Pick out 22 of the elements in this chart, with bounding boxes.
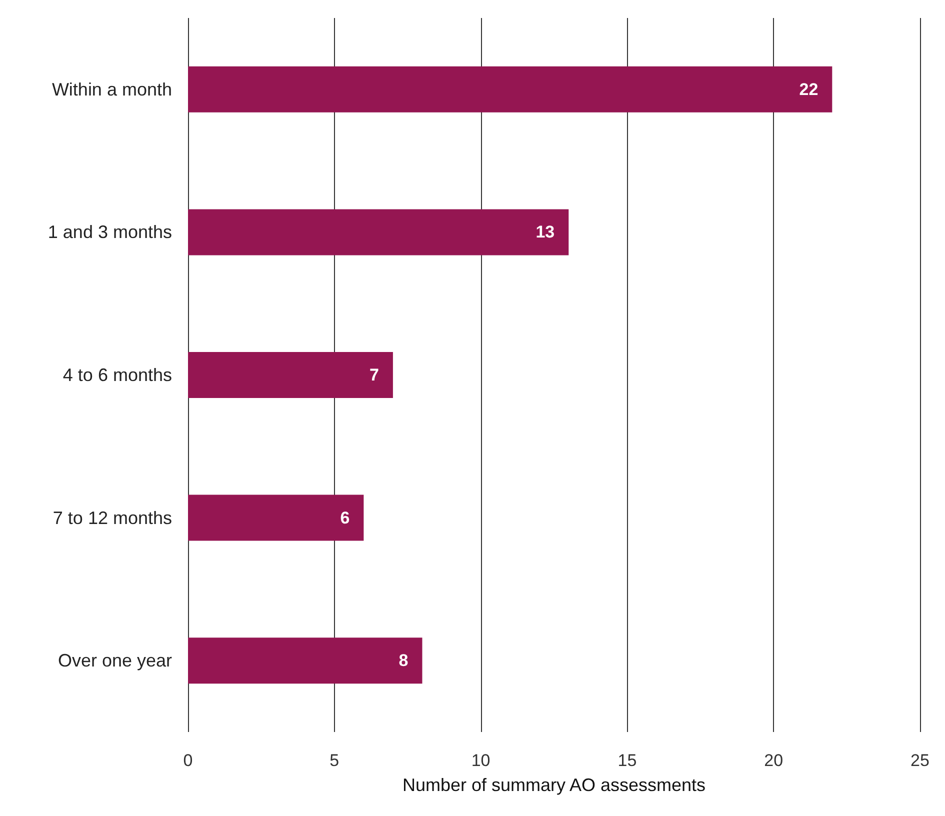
x-tick-label: 5 — [330, 751, 340, 770]
y-tick-label: 1 and 3 months — [48, 222, 172, 242]
data-label: 6 — [340, 508, 350, 528]
data-label: 13 — [536, 222, 555, 242]
x-tick-label: 25 — [910, 751, 930, 770]
bar — [188, 66, 832, 112]
x-tick-label: 15 — [618, 751, 637, 770]
data-label: 22 — [799, 80, 818, 99]
x-tick-label: 20 — [764, 751, 784, 770]
y-tick-label: Within a month — [52, 79, 172, 100]
x-axis-title: Number of summary AO assessments — [402, 775, 706, 795]
data-label: 7 — [369, 366, 379, 384]
bar — [188, 352, 393, 398]
bar — [188, 638, 422, 684]
x-tick-label: 10 — [471, 751, 490, 770]
y-tick-label: 4 to 6 months — [62, 365, 172, 385]
bar — [188, 209, 569, 256]
data-label: 8 — [398, 651, 408, 670]
y-tick-label: 7 to 12 months — [52, 508, 172, 528]
y-tick-label: Over one year — [58, 650, 172, 671]
x-tick-label: 0 — [183, 751, 193, 770]
bar — [188, 494, 364, 541]
